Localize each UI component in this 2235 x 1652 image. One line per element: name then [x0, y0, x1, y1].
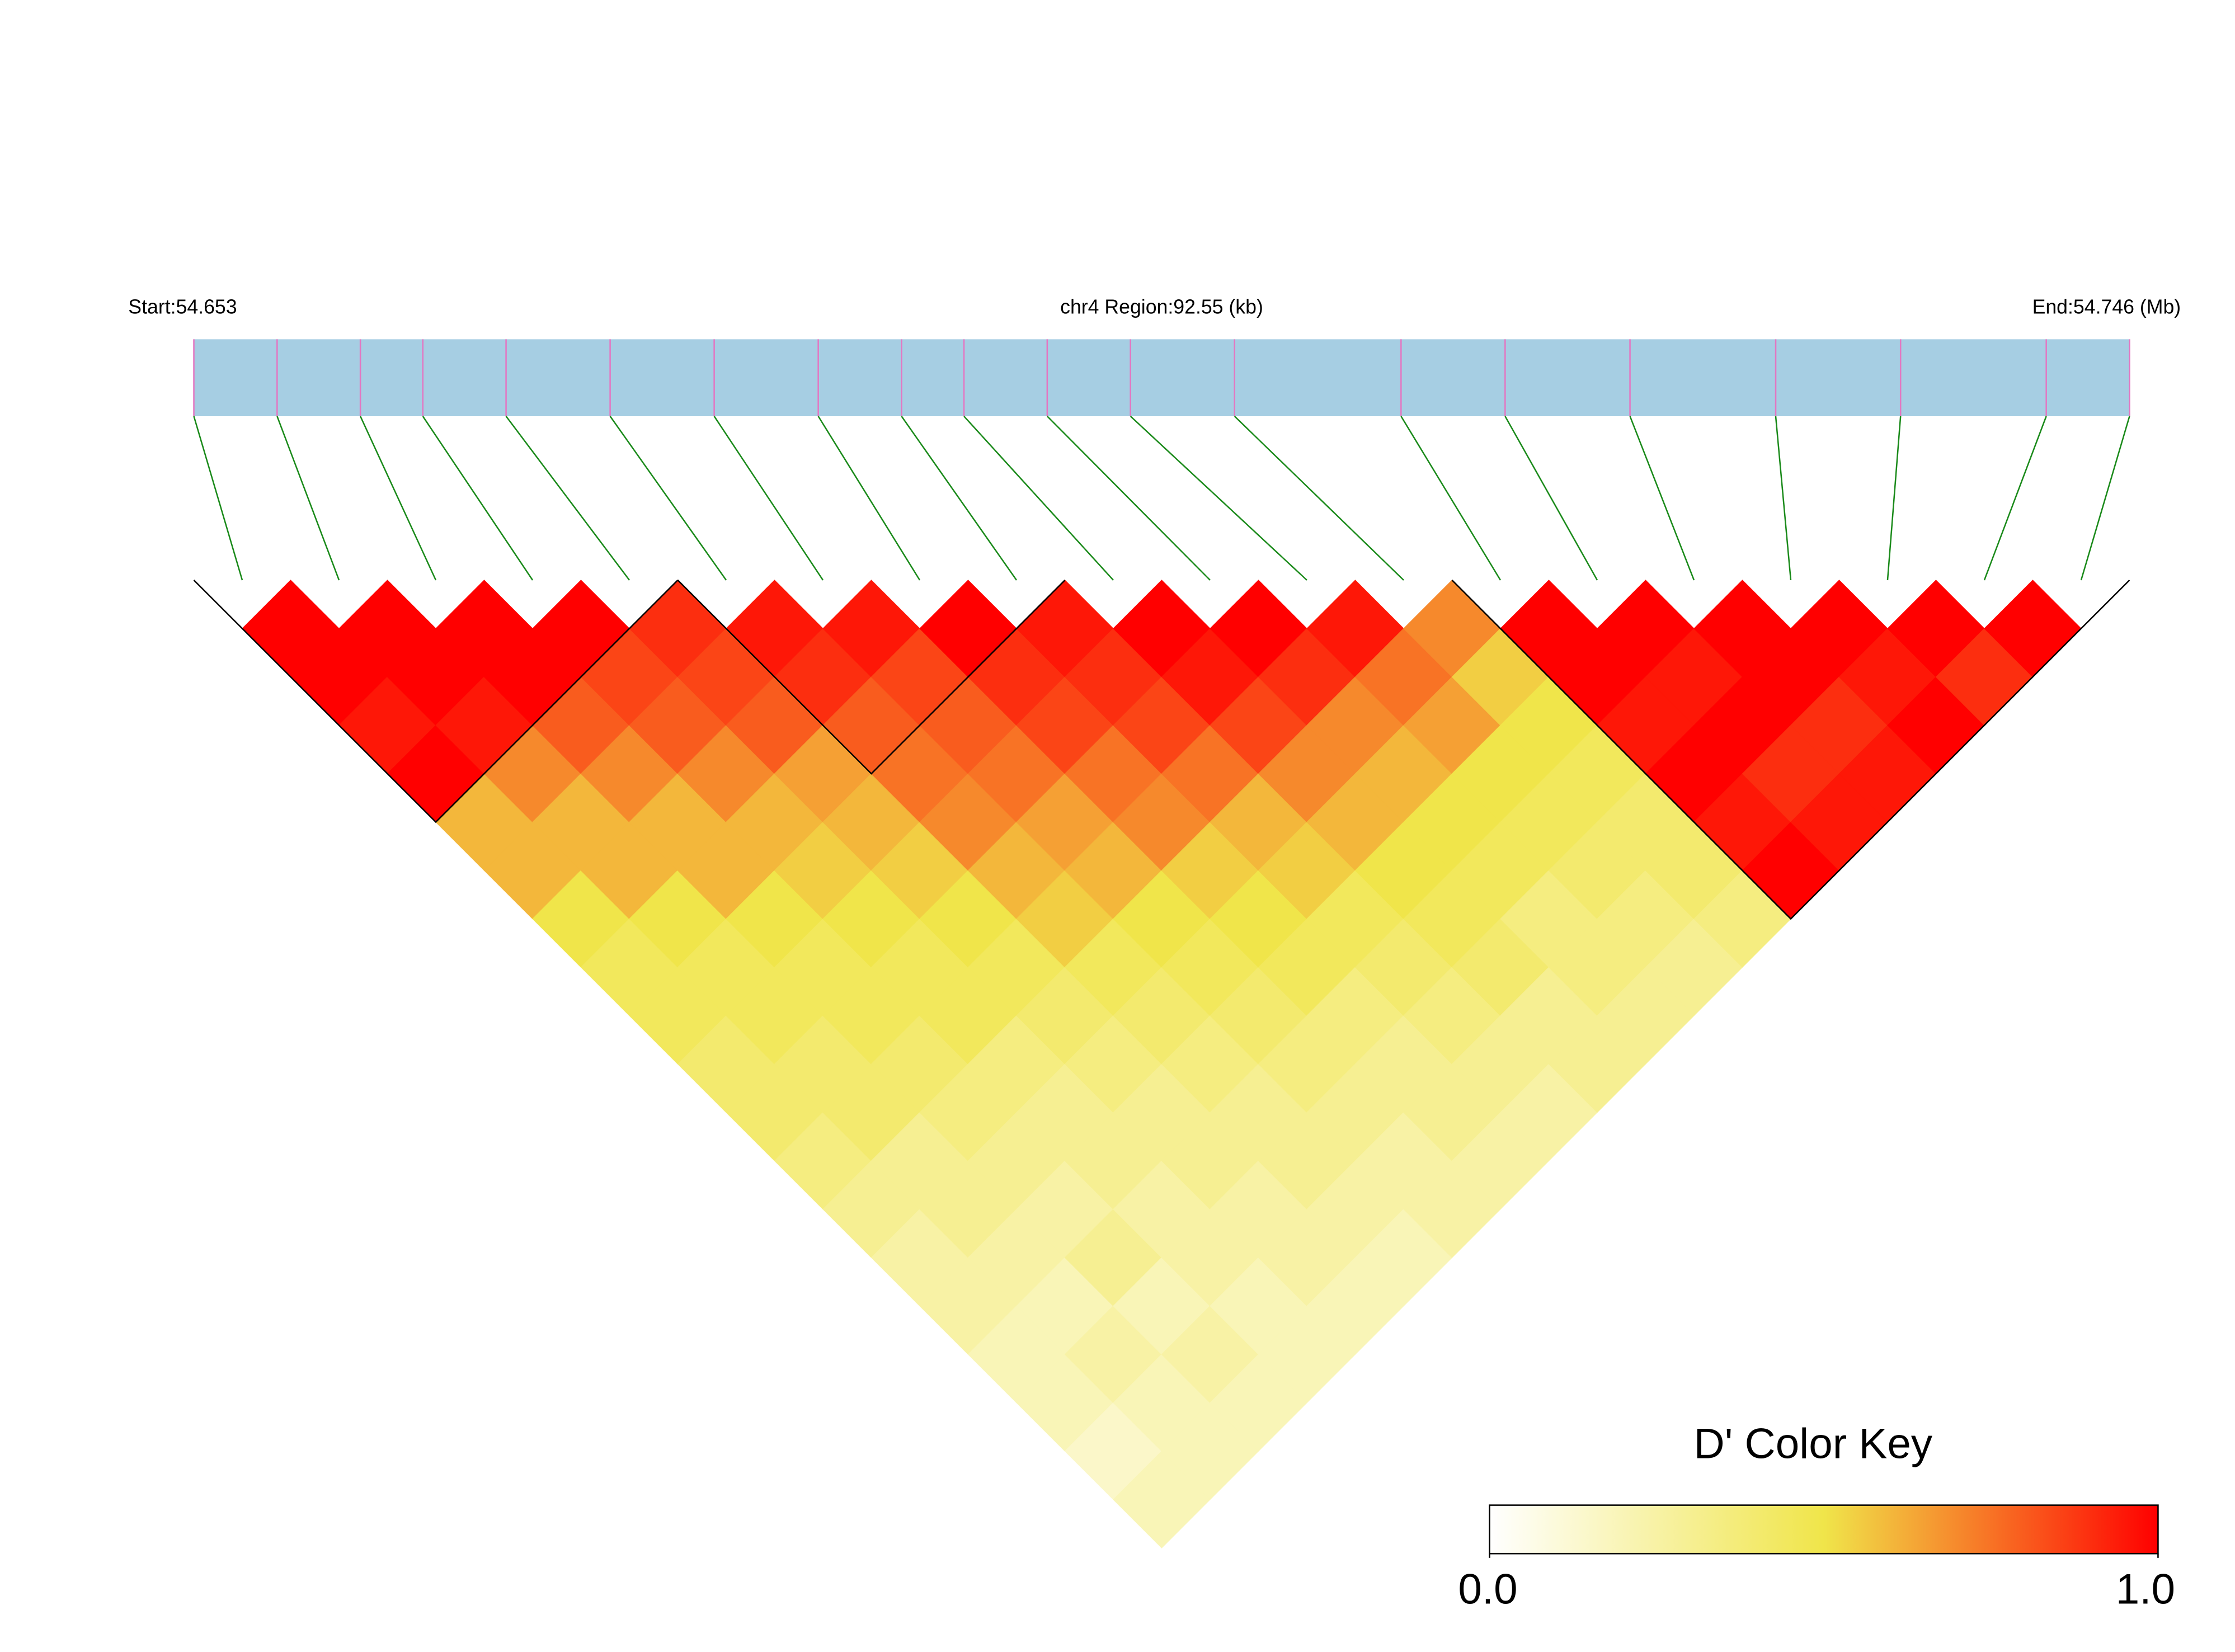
snp-link [1130, 416, 1307, 581]
key-title: D' Color Key [1694, 1420, 1933, 1467]
snp-link [1046, 416, 1211, 581]
key-tick-label: 1.0 [2116, 1565, 2175, 1613]
ld-block [193, 580, 679, 823]
key-tick-label: 0.0 [1458, 1565, 1517, 1613]
snp-link [1886, 416, 1902, 581]
snp-link [193, 416, 243, 581]
ld-block [1451, 580, 2130, 920]
snp-link [817, 416, 921, 581]
snp-link [1234, 416, 1404, 581]
snp-link [713, 416, 824, 581]
snp-link [505, 416, 630, 581]
snp-link [2080, 416, 2130, 581]
snp-link [609, 416, 727, 581]
snp-link [1400, 416, 1502, 581]
snp-link [276, 416, 340, 581]
color-key [1489, 1504, 2159, 1555]
region-label: chr4 Region:92.55 (kb) [1060, 296, 1263, 318]
start-label: Start:54.653 [128, 296, 237, 318]
snp-link [422, 416, 534, 581]
snp-link [901, 416, 1018, 581]
snp-link [1629, 416, 1695, 581]
snp-link [1504, 416, 1598, 581]
snp-link [963, 416, 1114, 581]
snp-link [1983, 416, 2047, 581]
ld-block [677, 580, 1066, 775]
end-label: End:54.746 (Mb) [2032, 296, 2181, 318]
position-bar [194, 339, 2130, 416]
snp-link [359, 416, 437, 581]
snp-link [1775, 416, 1792, 581]
